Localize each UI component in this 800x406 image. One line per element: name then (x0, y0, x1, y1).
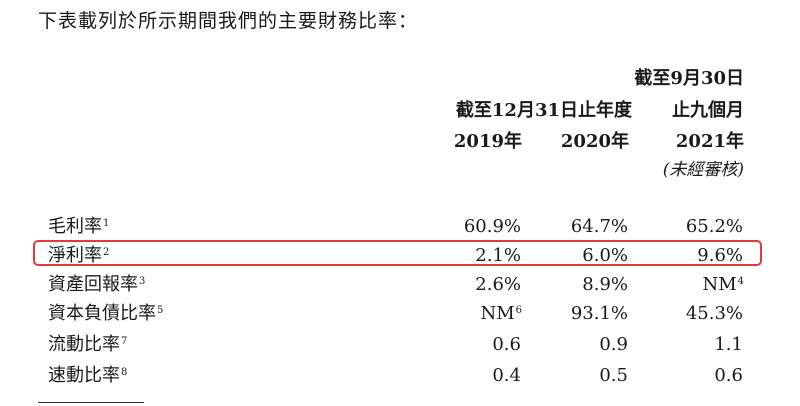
cell-2019: NM6 (480, 303, 522, 324)
cell-2020: 93.1% (570, 303, 628, 324)
row-label: 資產回報率3 (48, 274, 146, 295)
row-label: 資本負債比率5 (48, 303, 164, 324)
row-label: 淨利率2 (48, 245, 110, 266)
cell-2020: 64.7% (570, 216, 628, 237)
cell-2020: 8.9% (582, 274, 628, 295)
intro-text: 下表載列於所示期間我們的主要財務比率： (38, 10, 419, 32)
row-label: 速動比率8 (48, 365, 128, 386)
cell-2021: 1.1 (714, 334, 743, 355)
table-row: 流動比率7 0.6 0.9 1.1 (0, 326, 800, 358)
header-year-2021: 2021年 (675, 131, 744, 152)
cell-2021: 45.3% (685, 303, 743, 324)
highlight-box (33, 240, 762, 266)
table-row: 速動比率8 0.4 0.5 0.6 (0, 357, 800, 389)
cell-2021: NM4 (702, 274, 744, 295)
cell-2020: 0.5 (599, 365, 628, 386)
header-9m-line2: 止九個月 (672, 100, 744, 121)
cell-2021: 9.6% (697, 245, 743, 266)
table-row: 毛利率1 60.9% 64.7% 65.2% (0, 208, 800, 240)
header-year-2019: 2019年 (453, 131, 522, 152)
cell-2020: 6.0% (582, 245, 628, 266)
footnote-divider (38, 402, 144, 403)
header-year-2020: 2020年 (560, 131, 629, 152)
header-9m-line1: 截至9月30日 (634, 68, 744, 89)
cell-2021: 0.6 (714, 365, 743, 386)
cell-2019: 2.6% (475, 274, 521, 295)
table-row: 淨利率2 2.1% 6.0% 9.6% (0, 237, 800, 269)
cell-2019: 0.4 (492, 365, 521, 386)
cell-2019: 2.1% (475, 245, 521, 266)
header-unaudited: (未經審核) (662, 160, 744, 180)
table-row: 資產回報率3 2.6% 8.9% NM4 (0, 266, 800, 298)
row-label: 流動比率7 (48, 334, 128, 355)
table-row: 資本負債比率5 NM6 93.1% 45.3% (0, 295, 800, 327)
cell-2019: 0.6 (492, 334, 521, 355)
cell-2019: 60.9% (463, 216, 521, 237)
cell-2021: 65.2% (685, 216, 743, 237)
cell-2020: 0.9 (599, 334, 628, 355)
header-fiscal-year: 截至12月31日止年度 (455, 100, 632, 121)
row-label: 毛利率1 (48, 216, 110, 237)
